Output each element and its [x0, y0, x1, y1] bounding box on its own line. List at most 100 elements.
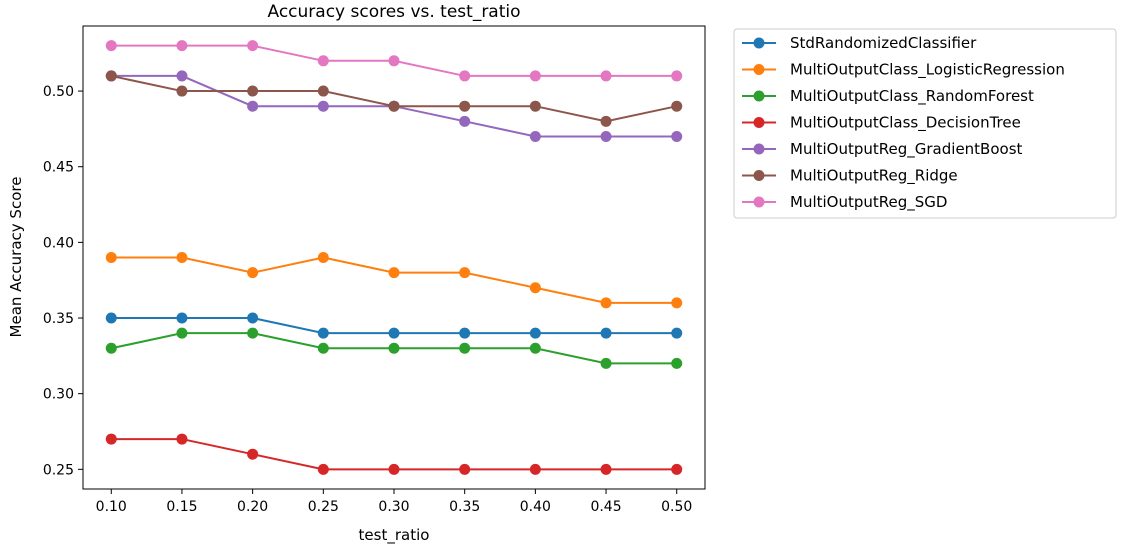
data-point [388, 55, 400, 67]
data-point [600, 130, 612, 142]
series-6 [105, 40, 683, 82]
legend-entry: MultiOutputReg_Ridge [742, 167, 958, 186]
data-point [600, 463, 612, 475]
data-point [459, 115, 471, 127]
series-3 [105, 433, 683, 475]
legend-marker [753, 64, 765, 75]
legend-label: MultiOutputClass_LogisticRegression [790, 61, 1065, 80]
data-point [176, 70, 188, 82]
chart-title: Accuracy scores vs. test_ratio [267, 2, 520, 22]
x-tick-label: 0.10 [96, 499, 127, 515]
data-point [388, 463, 400, 475]
legend: StdRandomizedClassifier MultiOutputClass_… [733, 28, 1117, 219]
data-point [317, 55, 329, 67]
data-point [529, 130, 541, 142]
data-point [600, 70, 612, 82]
legend-label: MultiOutputReg_SGD [790, 193, 947, 212]
data-point [600, 357, 612, 369]
data-point [247, 267, 259, 279]
legend-marker [753, 90, 765, 102]
y-tick-label: 0.45 [43, 160, 74, 176]
data-point [105, 312, 117, 324]
legend-entry: MultiOutputClass_RandomForest [742, 87, 1034, 106]
data-point [600, 297, 612, 309]
x-tick-label: 0.50 [661, 499, 692, 515]
data-point [600, 327, 612, 339]
data-point [176, 433, 188, 445]
data-point [247, 448, 259, 460]
data-point [529, 327, 541, 339]
series-2 [105, 327, 683, 369]
x-tick-label: 0.30 [378, 499, 409, 515]
data-point [529, 100, 541, 112]
data-point [247, 40, 259, 52]
legend-label: MultiOutputClass_DecisionTree [790, 114, 1021, 133]
data-point [388, 342, 400, 354]
legend-marker [753, 170, 765, 181]
legend-box [733, 28, 1117, 219]
y-tick-label: 0.25 [43, 462, 74, 478]
data-point [317, 327, 329, 339]
legend-label: MultiOutputReg_Ridge [790, 167, 958, 186]
data-point [176, 40, 188, 52]
data-point [317, 85, 329, 97]
legend-entry: MultiOutputClass_DecisionTree [742, 114, 1021, 133]
data-point [459, 70, 471, 82]
data-point [247, 327, 259, 339]
y-tick-label: 0.30 [43, 387, 74, 403]
data-point [459, 267, 471, 279]
x-tick-label: 0.15 [166, 499, 197, 515]
data-point [671, 463, 683, 475]
legend-entry: StdRandomizedClassifier [742, 34, 977, 52]
x-axis: 0.10 0.15 0.20 0.25 0.30 0.35 0.40 0.45 0.50 [96, 489, 692, 515]
data-point [105, 342, 117, 354]
data-point [671, 297, 683, 309]
x-axis-title: test_ratio [359, 526, 430, 545]
data-point [317, 463, 329, 475]
legend-marker [753, 37, 765, 49]
x-tick-label: 0.45 [590, 499, 621, 515]
series-5 [105, 70, 683, 127]
data-point [459, 342, 471, 354]
legend-label: MultiOutputClass_RandomForest [790, 87, 1034, 106]
x-tick-label: 0.35 [449, 499, 480, 515]
legend-entry: MultiOutputClass_LogisticRegression [742, 61, 1065, 80]
y-tick-label: 0.40 [43, 235, 74, 251]
data-point [247, 312, 259, 324]
data-point [105, 70, 117, 82]
data-point [388, 100, 400, 112]
legend-label: StdRandomizedClassifier [790, 34, 977, 52]
series-layer [105, 40, 683, 475]
data-point [671, 100, 683, 112]
data-point [176, 327, 188, 339]
data-point [247, 85, 259, 97]
data-point [176, 85, 188, 97]
data-point [317, 100, 329, 112]
data-point [388, 267, 400, 279]
data-point [529, 70, 541, 82]
data-point [317, 342, 329, 354]
data-point [671, 70, 683, 82]
legend-marker [753, 117, 765, 128]
data-point [671, 357, 683, 369]
legend-entry: MultiOutputReg_SGD [742, 193, 947, 212]
series-0 [105, 312, 683, 339]
legend-marker [753, 143, 765, 155]
x-tick-label: 0.20 [237, 499, 268, 515]
y-axis: 0.25 0.30 0.35 0.40 0.45 0.50 [43, 84, 83, 478]
data-point [459, 463, 471, 475]
data-point [671, 130, 683, 142]
x-tick-label: 0.25 [308, 499, 339, 515]
data-point [459, 327, 471, 339]
data-point [529, 342, 541, 354]
y-axis-title: Mean Accuracy Score [7, 177, 25, 338]
data-point [529, 463, 541, 475]
data-point [105, 433, 117, 445]
legend-label: MultiOutputReg_GradientBoost [790, 140, 1023, 159]
data-point [247, 100, 259, 112]
data-point [459, 100, 471, 112]
data-point [176, 252, 188, 263]
data-point [388, 327, 400, 339]
data-point [600, 115, 612, 127]
